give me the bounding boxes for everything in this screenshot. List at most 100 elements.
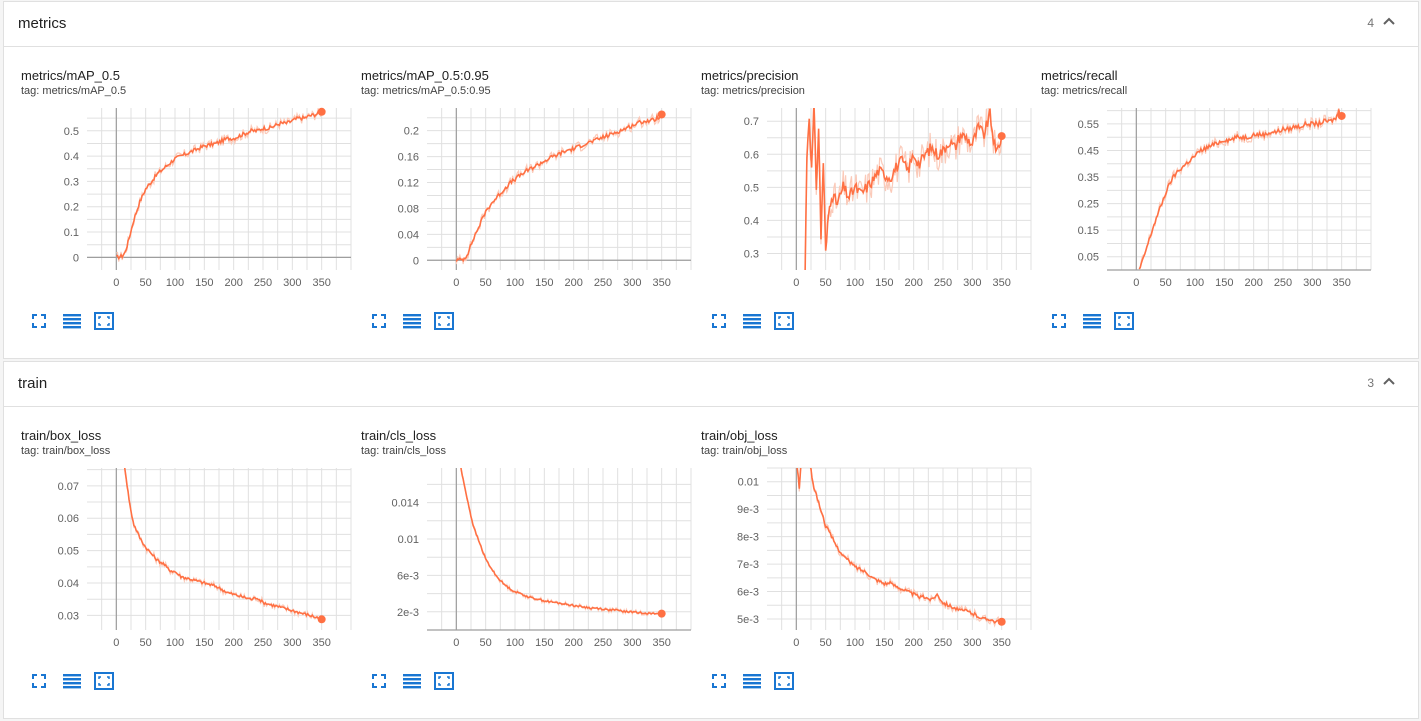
train-section-header[interactable]: train 3 [4,362,1418,407]
data-table-icon[interactable] [401,671,423,691]
x-tick-label: 0 [793,277,799,289]
chart-tag: tag: metrics/mAP_0.5 [21,85,127,97]
train-section: train 3 train/box_loss tag: train/box_loss 0… [3,361,1419,719]
y-tick-label: 0.15 [1078,225,1099,237]
series-line [796,468,1003,628]
data-table-icon[interactable] [741,311,763,331]
x-tick-label: 200 [224,637,242,649]
fullscreen-icon[interactable] [369,671,391,691]
fit-domain-icon[interactable] [1113,311,1135,331]
fit-domain-icon[interactable] [773,671,795,691]
x-tick-label: 200 [564,637,582,649]
chart-plot[interactable]: 0 0.1 0.2 0.3 0.4 0.5 0 50 100 150 200 250 300 350 [21,102,356,302]
fullscreen-icon[interactable] [29,311,51,331]
chart-tag: tag: train/cls_loss [361,445,446,457]
fullscreen-icon[interactable] [29,671,51,691]
fullscreen-icon[interactable] [709,671,731,691]
x-tick-label: 50 [140,277,152,289]
y-tick-label: 0.1 [64,227,79,239]
series-line [455,111,663,265]
fit-domain-icon[interactable] [773,311,795,331]
chart-card-metrics-precision: metrics/precision tag: metrics/precision 0… [701,68,1036,358]
chart-plot[interactable]: 0 0.04 0.08 0.12 0.16 0.2 0 50 100 150 200 250 300 35… [361,102,696,302]
x-tick-label: 0 [453,637,459,649]
y-tick-label: 0.2 [404,126,419,138]
data-table-icon[interactable] [61,311,83,331]
y-tick-label: 0.01 [738,477,759,489]
chart-tag: tag: metrics/mAP_0.5:0.95 [361,85,491,97]
x-tick-label: 150 [195,277,213,289]
x-tick-label: 350 [312,637,330,649]
x-tick-label: 0 [1133,277,1139,289]
y-tick-label: 0.014 [391,498,419,510]
data-table-icon[interactable] [1081,311,1103,331]
x-tick-label: 50 [820,637,832,649]
fullscreen-icon[interactable] [709,311,731,331]
chart-card-metrics-map-05-095: metrics/mAP_0.5:0.95 tag: metrics/mAP_0.5… [361,68,696,358]
x-tick-label: 50 [1160,277,1172,289]
x-tick-label: 250 [594,277,612,289]
data-table-icon[interactable] [401,311,423,331]
x-tick-label: 100 [166,637,184,649]
y-tick-label: 6e-3 [737,587,759,599]
chart-title: train/cls_loss [361,428,437,443]
y-tick-label: 0.2 [64,202,79,214]
raw-series-line [460,468,663,617]
x-tick-label: 350 [992,637,1010,649]
fit-domain-icon[interactable] [433,671,455,691]
series-last-point [1337,111,1346,120]
chart-plot[interactable]: 2e-3 6e-3 0.01 0.014 0 50 100 150 200 250 300 350 [361,462,696,662]
fullscreen-icon[interactable] [369,311,391,331]
x-tick-label: 200 [904,277,922,289]
series-last-point [317,615,326,624]
y-tick-label: 0.08 [398,203,419,215]
series-last-point [997,132,1006,141]
y-tick-label: 0 [413,255,419,267]
x-tick-label: 150 [535,637,553,649]
y-tick-label: 0.4 [744,215,759,227]
chevron-up-icon[interactable] [1380,373,1398,391]
chart-card-train-cls-loss: train/cls_loss tag: train/cls_loss 2e-3 6e-… [361,428,696,718]
x-tick-label: 350 [652,277,670,289]
section-count: 4 [1367,16,1374,30]
x-tick-label: 350 [652,637,670,649]
section-count: 3 [1367,376,1374,390]
chevron-up-icon[interactable] [1380,13,1398,31]
x-tick-label: 150 [195,637,213,649]
y-tick-label: 0.5 [744,182,759,194]
y-tick-label: 0.5 [64,126,79,138]
y-tick-label: 9e-3 [737,504,759,516]
y-tick-label: 0.6 [744,149,759,161]
x-tick-label: 350 [312,277,330,289]
chart-plot[interactable]: 5e-3 6e-3 7e-3 8e-3 9e-3 0.01 0 50 100 150 200 250 3… [701,462,1036,662]
metrics-section-header[interactable]: metrics 4 [4,2,1418,47]
chart-plot[interactable]: 0.3 0.4 0.5 0.6 0.7 0 50 100 150 200 250 300 350 [701,102,1036,302]
chart-title: metrics/mAP_0.5 [21,68,120,83]
x-tick-label: 300 [963,277,981,289]
x-tick-label: 100 [846,637,864,649]
chart-title: metrics/precision [701,68,799,83]
fit-domain-icon[interactable] [433,311,455,331]
x-tick-label: 250 [934,277,952,289]
section-title: train [18,375,48,392]
fit-domain-icon[interactable] [93,671,115,691]
y-tick-label: 0.55 [1078,119,1099,131]
smoothed-series-line [116,110,323,260]
data-table-icon[interactable] [61,671,83,691]
y-tick-label: 0 [73,252,79,264]
x-tick-label: 50 [480,277,492,289]
x-tick-label: 250 [1274,277,1292,289]
data-table-icon[interactable] [741,671,763,691]
fullscreen-icon[interactable] [1049,311,1071,331]
fit-domain-icon[interactable] [93,311,115,331]
chart-plot[interactable]: 0.05 0.15 0.25 0.35 0.45 0.55 0 50 100 150 200 250 3… [1041,102,1376,302]
chart-plot[interactable]: 0.03 0.04 0.05 0.06 0.07 0 50 100 150 200 250 300 35… [21,462,356,662]
x-tick-label: 100 [506,277,524,289]
chart-card-train-obj-loss: train/obj_loss tag: train/obj_loss 5e-3 6e-… [701,428,1036,718]
y-tick-label: 8e-3 [737,532,759,544]
chart-card-metrics-recall: metrics/recall tag: metrics/recall 0.05 0.1… [1041,68,1376,358]
y-tick-label: 0.45 [1078,145,1099,157]
chart-title: train/box_loss [21,428,102,443]
x-tick-label: 200 [564,277,582,289]
y-tick-label: 0.05 [1078,252,1099,264]
